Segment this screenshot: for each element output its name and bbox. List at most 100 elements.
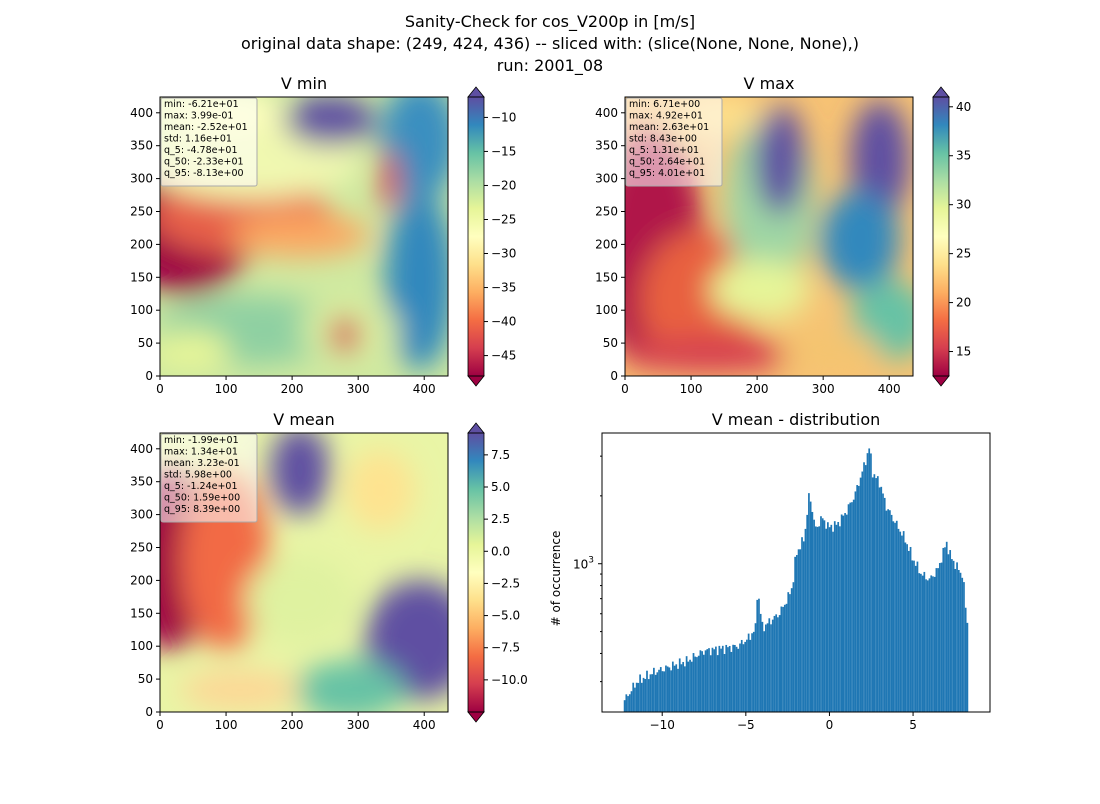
vmean-colorbar-tick-label: −2.5 [491,576,520,590]
histogram-bar [725,644,728,712]
histogram-bar [684,666,686,712]
histogram-bar [913,560,915,712]
histogram-bar [932,576,934,712]
histogram-bar [940,562,943,712]
vmax-colorbar-gradient [933,97,949,376]
histogram-bar [954,568,957,712]
histogram-bar [677,668,679,712]
histogram-bar [656,672,659,712]
vmean-ytick-label: 100 [130,639,153,653]
vmean-colorbar-tick-label: −10.0 [491,673,528,687]
histogram-bar [964,607,967,712]
histogram-bar [627,696,629,712]
histogram-bar [904,542,907,712]
histogram-bar [928,578,931,712]
vmin-ytick-label: 300 [130,172,153,186]
vmax-stats-line: q_5: 1.31e+01 [629,145,699,156]
figure-title-line-2: original data shape: (249, 424, 436) -- … [241,34,859,53]
figure-title-line-1: Sanity-Check for cos_V200p in [m/s] [404,12,696,31]
histogram-xtick-label: −10 [650,718,675,732]
vmin-colorbar: −10 −15 −20 −25 −30 −35 −40 −45 [467,86,516,387]
vmean-colorbar-tick-label: 5.0 [491,480,510,494]
histogram-bar [870,453,872,712]
histogram-bar [628,694,631,712]
histogram-bar [889,510,891,712]
histogram-bar [715,646,717,712]
histogram-bar [706,649,709,712]
histogram-bar [735,646,738,712]
vmean-stats-line: std: 5.98e+00 [164,470,232,481]
figure-title-line-3: run: 2001_08 [496,56,604,75]
histogram-bar [744,641,747,712]
histogram-bar [935,568,938,712]
vmax-ytick-label: 50 [603,336,618,350]
vmean-ytick-label: 300 [130,508,153,522]
histogram-bar [918,573,921,712]
histogram-bar [746,639,748,712]
vmin-colorbar-gradient [468,97,484,376]
vmin-colorbar-frame [467,96,485,377]
histogram-bar [635,682,638,712]
histogram-bar [665,665,667,712]
histogram-bar [770,624,772,712]
histogram-bar [634,687,636,712]
vmean-xtick-label: 200 [281,718,304,732]
histogram-bar [925,579,927,712]
vmin-stats-line: std: 1.16e+01 [164,134,232,145]
histogram-bar [952,560,955,712]
histogram-bar [663,671,666,712]
histogram-bar [761,621,764,712]
histogram-bar [740,639,743,712]
histogram-bar [840,514,843,712]
histogram-bar [923,571,926,712]
histogram-bar [639,674,641,712]
histogram-bar [723,653,726,712]
histogram-bar [832,531,834,712]
histogram-bar [666,666,669,712]
vmin-xtick-label: 0 [156,382,164,396]
histogram-bar [673,665,676,712]
histogram-bar [778,615,781,712]
histogram-bar [914,565,917,712]
histogram-bar [864,465,867,712]
vmax-ytick-label: 0 [610,369,618,383]
histogram-bar [866,453,869,712]
vmean-colorbar-tick-label: 2.5 [491,512,510,526]
histogram-bar [768,618,771,712]
vmax-ytick-label: 400 [595,106,618,120]
histogram-bar [880,486,883,712]
vmin-ytick-label: 0 [145,369,153,383]
histogram-bar [833,521,836,712]
histogram-bar [692,653,695,712]
histogram-bar [911,560,914,712]
vmax-ytick-label: 150 [595,270,618,284]
histogram-bar [847,504,850,712]
histogram-bar [782,606,784,712]
histogram-bar [813,519,815,712]
histogram-bar [802,541,805,712]
histogram-bar [687,661,690,712]
vmax-xtick-label: 400 [878,382,901,396]
vmean-colorbar-extend-max [467,422,485,434]
vmax-ytick-label: 250 [595,204,618,218]
histogram-bar [966,622,969,712]
histogram-bar [930,575,933,712]
histogram-bar [704,650,707,712]
histogram-bar [646,670,648,712]
histogram-bar [640,682,643,712]
histogram-xtick-label: 0 [826,718,834,732]
vmin-xtick-label: 300 [347,382,370,396]
histogram-bar [668,667,671,712]
histogram-bar [926,580,929,712]
histogram-bar [951,559,953,712]
histogram-bar [785,603,788,712]
vmin-colorbar-tick-label: −30 [491,247,516,261]
vmin-stats-line: min: -6.21e+01 [164,99,239,110]
vmean-colorbar: 7.5 5.0 2.5 0.0 −2.5 −5.0 −7.5 −10.0 [467,422,528,723]
vmin-colorbar-tick-label: −25 [491,212,516,226]
histogram-bar [737,648,740,712]
histogram-bar [890,514,893,712]
histogram-bar [839,526,841,712]
